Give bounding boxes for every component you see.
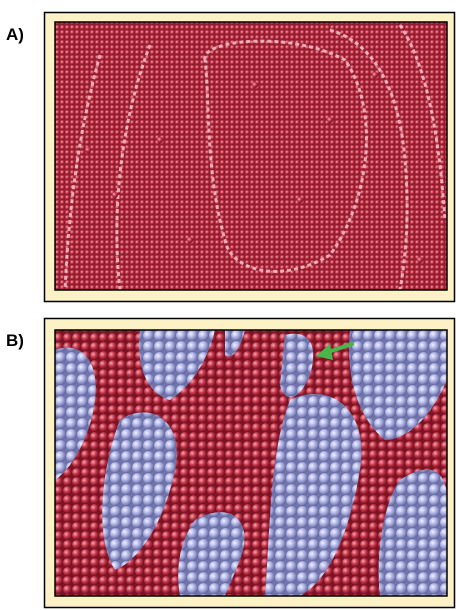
surface-image (55, 330, 447, 596)
panel-label: A) (6, 25, 24, 44)
lattice (55, 22, 447, 290)
page: A) B) (0, 0, 456, 610)
surface-image (55, 22, 447, 290)
figure: A) B) (0, 0, 456, 610)
panel-label: B) (6, 331, 24, 350)
